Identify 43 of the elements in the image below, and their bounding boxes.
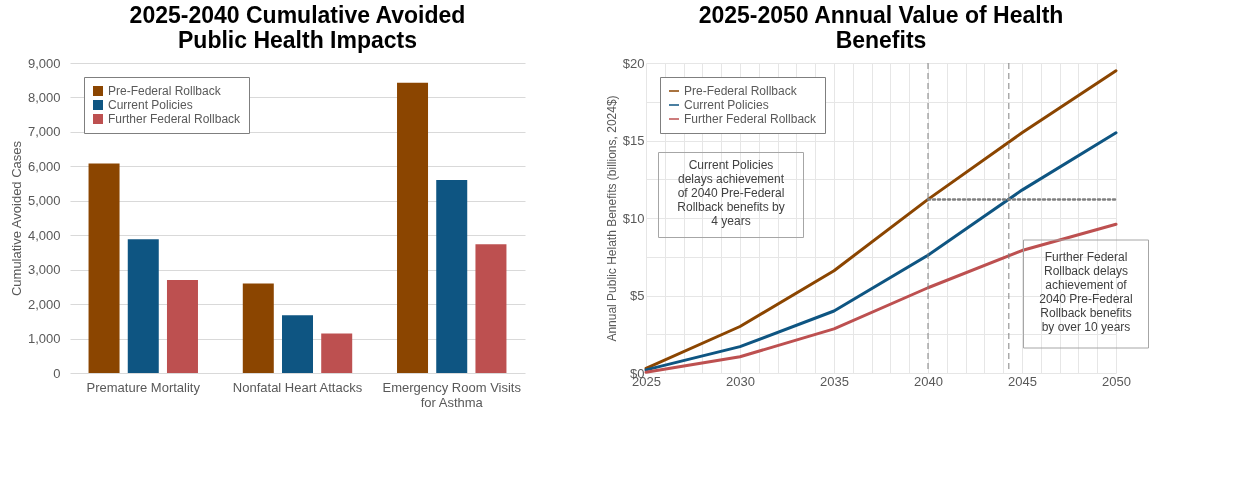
y-tick-label: 5,000	[27, 193, 61, 209]
y-tick-label: 7,000	[27, 124, 61, 140]
legend-label: Current Policies	[684, 98, 769, 112]
legend-label: Current Policies	[108, 98, 193, 112]
x-tick-label: Emergency Room Visits for Asthma	[382, 379, 522, 410]
bar	[242, 283, 274, 373]
y-tick-label: $5	[630, 288, 645, 303]
y-tick-label: 8,000	[27, 89, 61, 105]
y-tick-label: 3,000	[27, 262, 61, 278]
x-tick-label: Premature Mortality	[86, 379, 201, 395]
annotation: Current Policies delays achievement of 2040 Pre-Federal Rollback benefits by 4 years	[677, 158, 785, 228]
chart-title: 2025-2040 Cumulative Avoided Public Health Impacts	[129, 2, 466, 53]
y-tick-label: 2,000	[27, 296, 61, 312]
chart-title: 2025-2050 Annual Value of Health Benefits	[698, 2, 1064, 53]
legend-label: Further Federal Rollback	[684, 112, 818, 126]
legend-label: Further Federal Rollback	[108, 112, 242, 126]
x-tick-label: 2050	[1102, 373, 1131, 389]
y-tick-label: 9,000	[27, 55, 61, 71]
y-tick-label: 4,000	[27, 227, 61, 243]
annotation: Further Federal Rollback delays achievement of 2040 Pre-Federal Rollback benefits by over 10 years	[1039, 250, 1133, 334]
x-tick-label: 2030	[726, 373, 755, 389]
y-tick-label: $15	[622, 133, 645, 148]
legend-label: Pre-Federal Rollback	[684, 84, 798, 98]
bar	[88, 163, 120, 373]
bar	[321, 333, 353, 373]
y-tick-label: 1,000	[27, 331, 61, 347]
bar	[397, 82, 429, 373]
x-tick-label: 2045	[1008, 373, 1037, 389]
y-axis-title: Cumulative Avoided Cases	[8, 140, 24, 297]
y-tick-label: $20	[622, 55, 645, 71]
bar	[436, 180, 468, 373]
bar	[127, 239, 159, 373]
y-tick-label: $10	[622, 210, 645, 226]
bar	[166, 280, 198, 373]
x-tick-label: 2040	[914, 373, 943, 389]
x-tick-label: 2035	[820, 373, 849, 389]
y-tick-label: 6,000	[27, 158, 61, 174]
x-tick-label: Nonfatal Heart Attacks	[232, 379, 363, 395]
bar	[282, 315, 313, 373]
bar	[475, 244, 507, 373]
legend-label: Pre-Federal Rollback	[108, 84, 222, 98]
y-axis-title: Annual Public Helath Benefits (billions, 2024$)	[604, 95, 619, 342]
y-tick-label: 0	[53, 365, 61, 381]
